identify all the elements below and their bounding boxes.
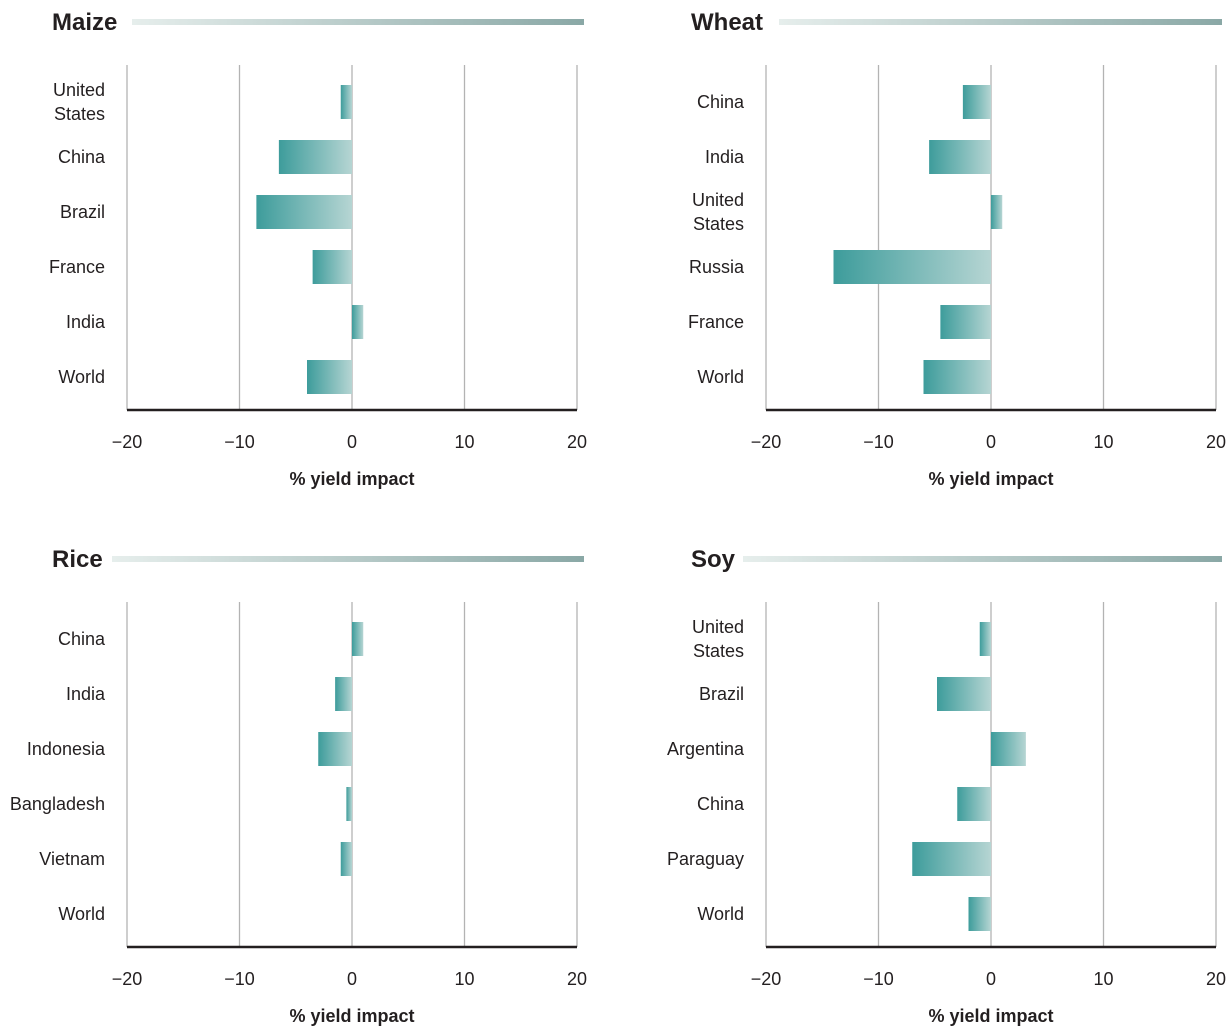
title-rule [779,19,1222,25]
category-label: Brazil [60,202,105,222]
x-axis-label: % yield impact [928,469,1053,489]
chart-panel-rice: Rice China India Indonesia Bangladesh Vietnam… [10,546,587,1026]
category-label: Vietnam [39,849,105,869]
bar [278,140,352,174]
x-tick-label: 0 [347,969,357,989]
bar [307,360,352,394]
bar [991,195,1003,229]
x-tick-label: 20 [567,969,587,989]
bar [957,787,991,821]
x-tick-label: 20 [1206,432,1226,452]
category-label: France [49,257,105,277]
chart-panel-maize: Maize United States China Brazil France India W… [49,9,587,489]
x-tick-label: −10 [224,432,255,452]
x-tick-label: 0 [986,432,996,452]
x-tick-label: −20 [112,432,143,452]
category-label: China [58,629,106,649]
bar [937,677,991,711]
x-tick-label: 0 [986,969,996,989]
category-label: China [58,147,106,167]
bar [352,622,364,656]
x-tick-label: −20 [751,432,782,452]
bar [979,622,991,656]
x-tick-label: −10 [863,969,894,989]
chart-title: Wheat [691,9,763,36]
bar [929,140,991,174]
category-label: India [705,147,745,167]
category-label: Russia [689,257,745,277]
bar [318,732,352,766]
category-label: United States [53,80,105,124]
x-tick-label: −10 [224,969,255,989]
category-label: World [58,367,105,387]
category-label: India [66,312,106,332]
bar [312,250,352,284]
category-label: India [66,684,106,704]
x-tick-label: 10 [1093,432,1113,452]
category-label: Brazil [699,684,744,704]
chart-panel-soy: Soy United States Brazil Argentina China Parag… [667,546,1226,1026]
bar [335,677,352,711]
chart-title: Rice [52,546,103,573]
bar [256,195,352,229]
category-label: Paraguay [667,849,744,869]
category-label: United States [692,190,744,234]
x-axis-label: % yield impact [928,1006,1053,1026]
category-label: United States [692,617,744,661]
category-label: France [688,312,744,332]
chart-title: Soy [691,546,736,573]
category-label: Indonesia [27,739,106,759]
x-tick-label: 10 [454,969,474,989]
bar [912,842,991,876]
x-tick-label: 10 [1093,969,1113,989]
category-label: World [697,367,744,387]
bar [346,787,352,821]
category-label: World [697,904,744,924]
chart-panel-wheat: Wheat China India United States Russia France W… [688,9,1226,489]
bar [968,897,991,931]
bar [352,305,364,339]
bar [833,250,991,284]
category-label: China [697,794,745,814]
x-tick-label: 20 [1206,969,1226,989]
x-axis-label: % yield impact [289,1006,414,1026]
x-tick-label: −20 [112,969,143,989]
x-tick-label: −20 [751,969,782,989]
title-rule [112,556,584,562]
x-tick-label: −10 [863,432,894,452]
title-rule [743,556,1222,562]
bar [340,85,352,119]
bar [940,305,991,339]
chart-title: Maize [52,9,117,36]
x-tick-label: 20 [567,432,587,452]
bar [923,360,991,394]
category-label: Bangladesh [10,794,105,814]
category-label: World [58,904,105,924]
x-axis-label: % yield impact [289,469,414,489]
bar [962,85,991,119]
bar [991,732,1026,766]
category-label: Argentina [667,739,745,759]
x-tick-label: 10 [454,432,474,452]
x-tick-label: 0 [347,432,357,452]
title-rule [132,19,584,25]
category-label: China [697,92,745,112]
bar [340,842,352,876]
